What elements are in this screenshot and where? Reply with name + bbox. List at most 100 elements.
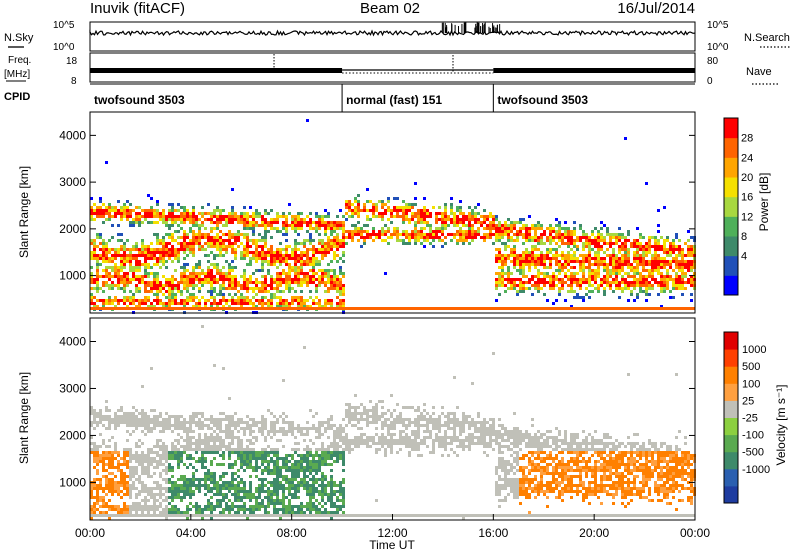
heatmap-cell (297, 227, 300, 230)
heatmap-cell (168, 209, 171, 212)
heatmap-cell (96, 263, 99, 266)
heatmap-cell (630, 275, 633, 278)
heatmap-cell (252, 212, 255, 215)
heatmap-cell (183, 275, 186, 278)
heatmap-cell (366, 233, 369, 236)
heatmap-cell (177, 490, 180, 493)
heatmap-cell (183, 299, 186, 302)
heatmap-cell (138, 290, 141, 293)
heatmap-cell (591, 239, 594, 242)
heatmap-cell (351, 215, 354, 218)
heatmap-cell (108, 505, 111, 508)
heatmap-cell (240, 275, 243, 278)
heatmap-cell (171, 424, 174, 427)
heatmap-cell (531, 254, 534, 257)
heatmap-cell (243, 218, 246, 221)
heatmap-cell (168, 215, 171, 218)
heatmap-cell (363, 209, 366, 212)
heatmap-cell (129, 278, 132, 281)
heatmap-cell (162, 469, 165, 472)
heatmap-cell (675, 275, 678, 278)
heatmap-cell (222, 248, 225, 251)
heatmap-cell (105, 415, 108, 418)
heatmap-cell (303, 472, 306, 475)
heatmap-cell (612, 272, 615, 275)
heatmap-cell (429, 233, 432, 236)
heatmap-cell (183, 272, 186, 275)
heatmap-cell (264, 421, 267, 424)
heatmap-cell (228, 457, 231, 460)
heatmap-cell (114, 451, 117, 454)
heatmap-cell (261, 415, 264, 418)
heatmap-cell (621, 278, 624, 281)
heatmap-cell (666, 281, 669, 284)
heatmap-cell (240, 287, 243, 290)
heatmap-cell (189, 218, 192, 221)
heatmap-cell (321, 493, 324, 496)
heatmap-cell (645, 290, 648, 293)
heatmap-cell (330, 445, 333, 448)
heatmap-cell (243, 236, 246, 239)
heatmap-cell (219, 230, 222, 233)
heatmap-cell (543, 260, 546, 263)
heatmap-cell (111, 266, 114, 269)
heatmap-cell (351, 203, 354, 206)
heatmap-cell (129, 266, 132, 269)
heatmap-cell (96, 496, 99, 499)
heatmap-cell (174, 254, 177, 257)
heatmap-cell (198, 427, 201, 430)
heatmap-cell (306, 493, 309, 496)
heatmap-cell (288, 281, 291, 284)
heatmap-cell (234, 424, 237, 427)
heatmap-cell (162, 457, 165, 460)
heatmap-cell (525, 233, 528, 236)
heatmap-cell (336, 224, 339, 227)
heatmap-cell (219, 269, 222, 272)
heatmap-cell (150, 421, 153, 424)
heatmap-cell (312, 457, 315, 460)
heatmap-cell (174, 278, 177, 281)
heatmap-cell (183, 439, 186, 442)
heatmap-cell (558, 224, 561, 227)
heatmap-cell (123, 206, 126, 209)
heatmap-cell (618, 269, 621, 272)
heatmap-cell (192, 278, 195, 281)
heatmap-cell (159, 454, 162, 457)
heatmap-cell (663, 206, 666, 209)
heatmap-cell (549, 263, 552, 266)
heatmap-cell (276, 463, 279, 466)
heatmap-cell (477, 212, 480, 215)
heatmap-cell (495, 254, 498, 257)
heatmap-cell (246, 251, 249, 254)
heatmap-cell (195, 451, 198, 454)
heatmap-cell (279, 502, 282, 505)
heatmap-cell (309, 484, 312, 487)
heatmap-cell (537, 239, 540, 242)
heatmap-cell (201, 236, 204, 239)
heatmap-cell (318, 281, 321, 284)
heatmap-cell (501, 266, 504, 269)
heatmap-cell (279, 484, 282, 487)
heatmap-cell (327, 224, 330, 227)
heatmap-cell (159, 242, 162, 245)
heatmap-cell (678, 284, 681, 287)
heatmap-cell (549, 239, 552, 242)
heatmap-cell (306, 248, 309, 251)
heatmap-cell (225, 496, 228, 499)
heatmap-cell (474, 221, 477, 224)
heatmap-cell (192, 281, 195, 284)
freq-left-tick-bottom: 8 (71, 76, 77, 87)
heatmap-cell (276, 248, 279, 251)
heatmap-cell (246, 284, 249, 287)
heatmap-cell (459, 221, 462, 224)
heatmap-cell (408, 233, 411, 236)
heatmap-cell (117, 254, 120, 257)
heatmap-cell (159, 239, 162, 242)
heatmap-cell (318, 469, 321, 472)
heatmap-cell (135, 409, 138, 412)
heatmap-cell (324, 487, 327, 490)
heatmap-cell (501, 263, 504, 266)
heatmap-cell (135, 496, 138, 499)
heatmap-cell (111, 436, 114, 439)
heatmap-cell (552, 278, 555, 281)
